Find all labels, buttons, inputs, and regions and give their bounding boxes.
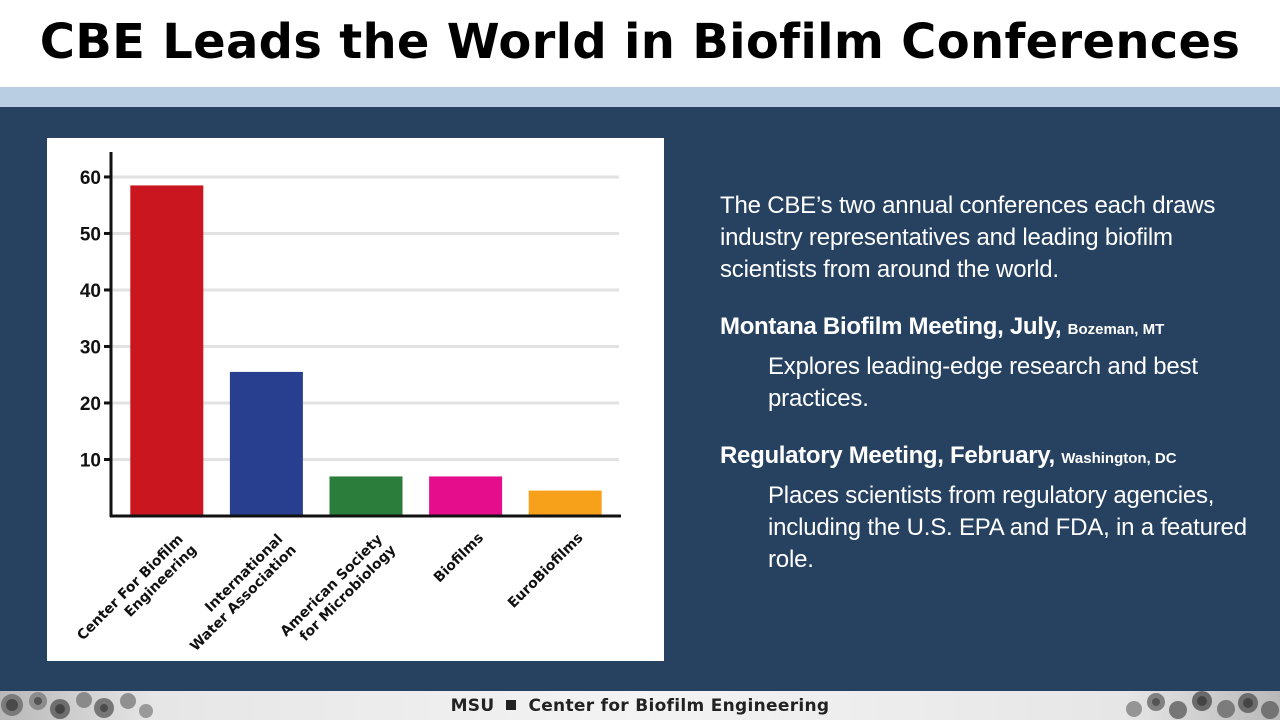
meeting-name: Montana Biofilm Meeting, July, (720, 313, 1062, 340)
footer-msu: MSU (450, 696, 495, 716)
y-tick-label: 20 (80, 394, 101, 415)
footer-center-name: Center for Biofilm Engineering (528, 696, 830, 716)
y-tick-label: 40 (80, 281, 101, 302)
x-tick-label-line: Water Association (187, 542, 300, 655)
bar-chart: 10 20 30 40 50 60 Center For BiofilmEngineerin… (74, 152, 621, 655)
meeting-location: Washington, DC (1061, 450, 1177, 467)
bar (329, 476, 403, 516)
bar (528, 490, 602, 516)
text-panel: The CBE’s two annual conferences each dr… (720, 190, 1260, 576)
chart-container: 10 20 30 40 50 60 Center For Biofilm Engineerin… (47, 138, 664, 661)
bar (429, 476, 503, 516)
y-tick-label: 50 (80, 224, 101, 245)
bar (130, 185, 204, 516)
title-bar: CBE Leads the World in Biofilm Conferenc… (0, 0, 1280, 87)
y-tick-label: 30 (80, 337, 101, 358)
x-tick-label-line: Center For Biofilm (74, 531, 186, 643)
footer: MSU Center for Biofilm Engineering (0, 691, 1280, 720)
x-tick-label: Biofilms (431, 530, 487, 586)
meeting-title-montana: Montana Biofilm Meeting, July, Bozeman, … (720, 312, 1260, 345)
slide-title: CBE Leads the World in Biofilm Conferenc… (39, 14, 1241, 70)
accent-band (0, 87, 1280, 107)
x-tick-label-line: Biofilms (431, 530, 487, 586)
y-tick-label: 60 (80, 168, 101, 189)
microbe-image-right (1126, 691, 1279, 719)
meeting-description-montana: Explores leading-edge research and best … (768, 353, 1198, 412)
microbe-image-left (1, 692, 153, 719)
meeting-title-regulatory: Regulatory Meeting, February, Washington… (720, 441, 1260, 474)
x-tick-label-line: EuroBiofilms (505, 530, 586, 611)
meeting-name: Regulatory Meeting, February, (720, 442, 1055, 469)
y-tick-label: 10 (80, 450, 101, 471)
square-bullet-icon (506, 700, 517, 710)
footer-text: MSU Center for Biofilm Engineering (0, 696, 1280, 716)
intro-text: The CBE’s two annual conferences each dr… (720, 192, 1216, 283)
meeting-description-regulatory: Places scientists from regulatory agenci… (768, 482, 1247, 573)
meeting-location: Bozeman, MT (1067, 321, 1165, 338)
bar (229, 371, 303, 516)
x-tick-label: EuroBiofilms (505, 530, 586, 611)
